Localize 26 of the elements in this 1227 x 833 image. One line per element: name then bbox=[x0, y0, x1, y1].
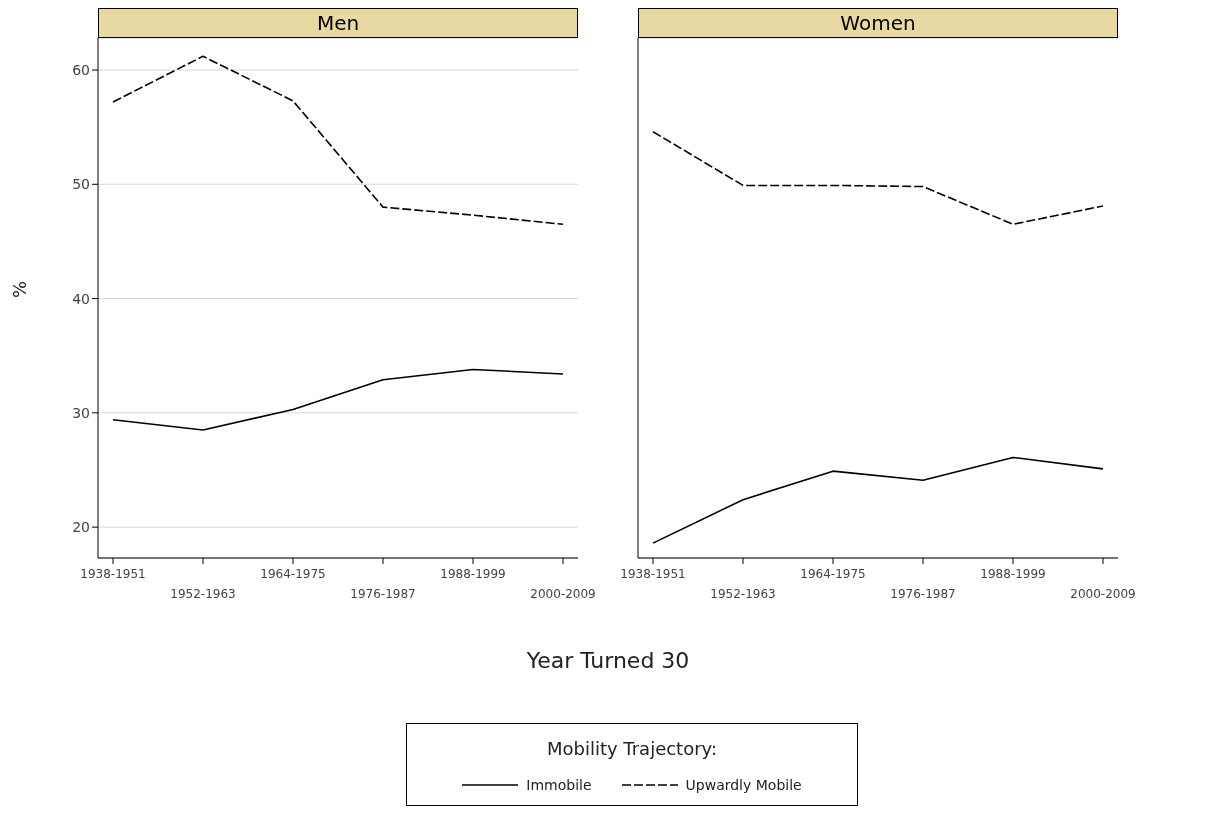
x-tick-label: 1964-1975 bbox=[260, 567, 326, 581]
x-tick-label: 1952-1963 bbox=[710, 587, 776, 601]
x-tick-label: 1988-1999 bbox=[440, 567, 506, 581]
y-tick-label: 60 bbox=[72, 61, 90, 78]
x-tick-label: 1988-1999 bbox=[980, 567, 1046, 581]
x-tick-label: 1938-1951 bbox=[80, 567, 146, 581]
x-tick-label: 1938-1951 bbox=[620, 567, 686, 581]
x-tick-label: 1964-1975 bbox=[800, 567, 866, 581]
legend-title: Mobility Trajectory: bbox=[545, 738, 718, 759]
y-tick-label: 50 bbox=[72, 176, 90, 193]
y-axis-title: % bbox=[9, 280, 31, 298]
x-tick-label: 2000-2009 bbox=[1070, 587, 1136, 601]
y-tick-label: 30 bbox=[72, 404, 90, 421]
chart-title: Women bbox=[638, 8, 1118, 38]
line-series bbox=[112, 55, 564, 226]
y-tick-label: 40 bbox=[72, 290, 90, 307]
x-tick-label: 2000-2009 bbox=[530, 587, 596, 601]
x-axis-title: Year Turned 30 bbox=[525, 648, 691, 673]
chart-title: Men bbox=[98, 8, 578, 38]
x-tick-label: 1952-1963 bbox=[170, 587, 236, 601]
x-tick-label: 1976-1987 bbox=[890, 587, 956, 601]
x-tick-label: 1976-1987 bbox=[350, 587, 416, 601]
legend-label: Upwardly Mobile bbox=[685, 777, 802, 793]
y-tick-label: 20 bbox=[72, 519, 90, 536]
legend-label: Immobile bbox=[526, 777, 592, 793]
line-series bbox=[112, 368, 564, 431]
